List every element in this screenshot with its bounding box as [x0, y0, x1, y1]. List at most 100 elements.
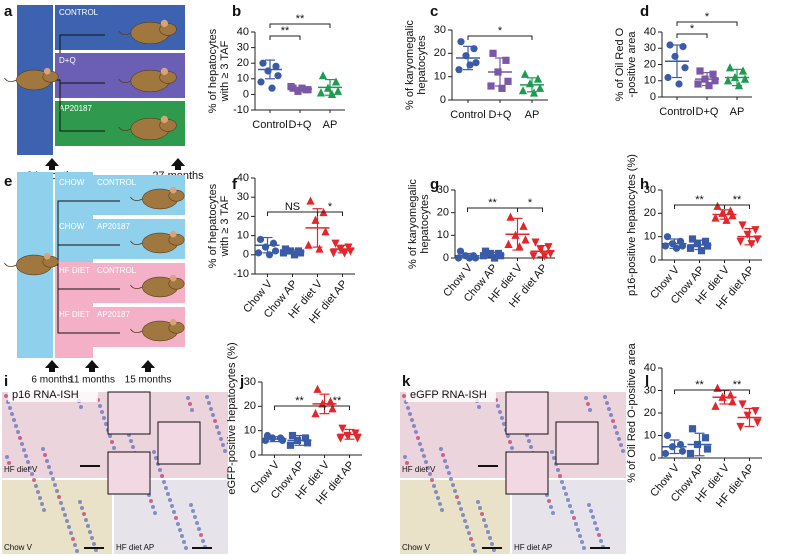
nucleus [599, 539, 603, 543]
nucleus [188, 402, 192, 406]
nucleus [607, 407, 611, 411]
nucleus [176, 522, 180, 526]
nucleus [205, 395, 209, 399]
data-point [301, 434, 310, 442]
nucleus [441, 453, 445, 457]
nucleus [527, 439, 531, 443]
data-point [736, 422, 745, 432]
y-tick-label: 10 [644, 75, 656, 87]
nucleus [131, 445, 135, 449]
nucleus [213, 419, 217, 423]
data-point [711, 77, 719, 85]
data-point [663, 431, 672, 440]
mouse-tail [4, 77, 17, 82]
time-arrow [141, 360, 155, 372]
nucleus [414, 430, 418, 434]
significance-label: * [328, 201, 333, 213]
significance-bracket [269, 35, 301, 40]
y-tick-label: 10 [644, 231, 656, 243]
data-point [490, 254, 499, 262]
nucleus [69, 531, 73, 535]
data-point [290, 251, 299, 259]
data-point [331, 77, 341, 86]
nucleus [78, 500, 82, 504]
data-point [688, 235, 697, 243]
nucleus [439, 447, 443, 451]
nucleus [207, 401, 211, 405]
data-point [679, 43, 687, 51]
nucleus [502, 422, 506, 426]
nucleus [104, 422, 108, 426]
nucleus [621, 449, 625, 453]
mouse-tail [130, 284, 143, 289]
data-point [311, 215, 320, 224]
data-point [313, 384, 322, 393]
y-tick-label: 20 [434, 47, 446, 59]
nucleus [453, 489, 457, 493]
nucleus [63, 513, 67, 517]
y-tick-label: 40 [237, 172, 249, 184]
nucleus [197, 527, 201, 531]
nucleus [436, 496, 440, 500]
nucleus [154, 456, 158, 460]
y-tick-label: 0 [440, 94, 446, 106]
nucleus [412, 424, 416, 428]
y-tick-label: 20 [644, 207, 656, 219]
y-axis-label: % of karyomegalic [407, 179, 419, 269]
nucleus [160, 474, 164, 478]
nucleus [584, 396, 588, 400]
significance-bracket [724, 204, 750, 209]
time-label: 15 months [125, 375, 172, 386]
inset [505, 391, 549, 435]
nucleus [4, 394, 8, 398]
significance-label: * [498, 25, 503, 37]
nucleus [406, 406, 410, 410]
nucleus [86, 524, 90, 528]
y-tick-label: 30 [644, 42, 656, 54]
nucleus [498, 410, 502, 414]
y-axis-label: hepatocytes [419, 194, 431, 254]
arm-label: D+Q [59, 56, 76, 65]
data-point [725, 63, 735, 72]
nucleus [45, 459, 49, 463]
nucleus [469, 537, 473, 541]
data-point [506, 212, 515, 221]
nucleus [426, 466, 430, 470]
time-arrow [45, 360, 59, 372]
nucleus [49, 471, 53, 475]
data-point [694, 80, 702, 88]
y-tick-label: 10 [237, 230, 249, 242]
panel-label: i [4, 373, 8, 390]
nucleus [215, 425, 219, 429]
data-point [457, 38, 465, 46]
significance-label: ** [733, 379, 742, 391]
nucleus [180, 534, 184, 538]
nucleus [75, 549, 79, 553]
y-tick-label: 20 [237, 57, 249, 69]
nucleus [223, 449, 227, 453]
significance-label: NS [285, 201, 300, 213]
data-point [521, 235, 530, 244]
data-point [701, 237, 710, 245]
nucleus [129, 439, 133, 443]
nucleus [40, 502, 44, 506]
nucleus [445, 465, 449, 469]
significance-label: ** [695, 379, 704, 391]
data-point [740, 74, 750, 83]
y-tick-label: 20 [437, 207, 449, 219]
data-point [333, 86, 343, 95]
significance-bracket [676, 21, 738, 26]
nucleus [430, 478, 434, 482]
data-point [286, 247, 295, 255]
nucleus [195, 521, 199, 525]
nucleus [90, 536, 94, 540]
nucleus [422, 454, 426, 458]
nucleus [79, 405, 83, 409]
nucleus [586, 402, 590, 406]
nucleus [465, 525, 469, 529]
panel-label: d [640, 3, 649, 20]
nucleus [80, 506, 84, 510]
nucleus [473, 549, 477, 553]
mouse-ear [169, 186, 177, 194]
